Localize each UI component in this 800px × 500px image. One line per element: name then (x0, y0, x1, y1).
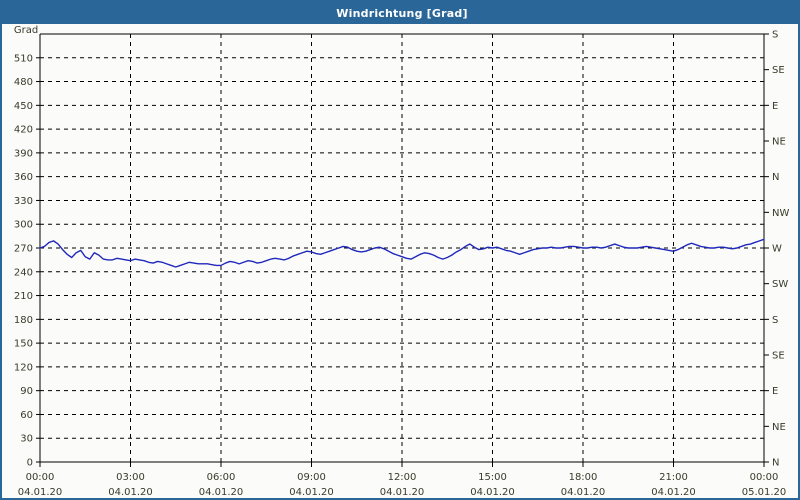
right-axis-tick-label: SE (772, 351, 785, 362)
x-axis-time-label: 06:00 (207, 472, 236, 483)
window-title-bar: Windrichtung [Grad] (2, 2, 798, 24)
x-axis-date-label: 04.01.20 (18, 487, 63, 498)
x-axis-time-label: 09:00 (297, 472, 326, 483)
x-axis-date-label: 04.01.20 (651, 487, 696, 498)
y-axis-tick-label: 120 (14, 362, 33, 373)
right-axis-ticks (764, 33, 769, 463)
x-axis-time-label: 00:00 (750, 472, 779, 483)
x-axis-date-label: 04.01.20 (470, 487, 515, 498)
page-title: Windrichtung [Grad] (336, 6, 468, 20)
right-axis-tick-label: N (772, 458, 779, 469)
right-axis-tick-label: W (772, 244, 782, 255)
x-axis-time-label: 12:00 (388, 472, 417, 483)
y-axis-tick-label: 60 (20, 410, 33, 421)
x-axis-time-label: 21:00 (659, 472, 688, 483)
y-axis-unit-label: Grad (14, 25, 38, 36)
x-axis-labels: 00:00 04.01.20 03:00 04.01.20 06:00 04.01.20 0… (18, 472, 787, 498)
y-axis-tick-label: 390 (14, 148, 33, 159)
right-axis-tick-label: E (772, 101, 778, 112)
data-series-group (39, 238, 765, 268)
right-axis-tick-label: NE (772, 422, 786, 433)
y-axis-tick-label: 480 (14, 77, 33, 88)
x-axis-date-label: 05.01.20 (742, 487, 787, 498)
x-axis-date-label: 04.01.20 (108, 487, 153, 498)
y-axis-tick-label: 270 (14, 244, 33, 255)
y-axis-unit-label-text: Grad (14, 25, 38, 36)
chart-svg: 0 30 60 90 120 150 180 210 240 270 300 330 360 390 420… (14, 25, 790, 498)
y-axis-ticks (36, 57, 40, 463)
right-axis-tick-label: N (772, 172, 779, 183)
y-axis-tick-label: 510 (14, 53, 33, 64)
y-axis-labels: 0 30 60 90 120 150 180 210 240 270 300 330 360 390 420… (14, 53, 33, 468)
right-axis-tick-label: NW (772, 208, 789, 219)
y-axis-tick-label: 90 (20, 386, 33, 397)
y-axis-tick-label: 30 (20, 434, 33, 445)
x-axis-date-label: 04.01.20 (380, 487, 425, 498)
y-axis-tick-label: 180 (14, 315, 33, 326)
y-axis-tick-label: 0 (27, 458, 33, 469)
y-axis-tick-label: 240 (14, 267, 33, 278)
y-axis-tick-label: 330 (14, 196, 33, 207)
right-axis-tick-label: NE (772, 137, 786, 148)
data-series-line (39, 238, 765, 268)
x-axis-date-label: 04.01.20 (199, 487, 244, 498)
right-axis-tick-label: SE (772, 65, 785, 76)
right-axis-tick-label: SW (772, 279, 788, 290)
chart-canvas: 0 30 60 90 120 150 180 210 240 270 300 330 360 390 420… (2, 24, 798, 498)
x-axis-time-label: 00:00 (26, 472, 55, 483)
x-axis-ticks (39, 462, 765, 467)
y-axis-tick-label: 210 (14, 291, 33, 302)
x-axis-date-label: 04.01.20 (289, 487, 334, 498)
x-axis-time-label: 03:00 (116, 472, 145, 483)
y-axis-tick-label: 300 (14, 220, 33, 231)
right-axis-tick-label: S (772, 315, 778, 326)
x-axis-time-label: 15:00 (478, 472, 507, 483)
y-axis-tick-label: 150 (14, 339, 33, 350)
right-axis-labels: N NE E SE S SW W NW N NE E SE S (772, 30, 789, 469)
y-axis-tick-label: 420 (14, 125, 33, 136)
horizontal-gridlines (40, 57, 764, 439)
right-axis-tick-label: E (772, 386, 778, 397)
x-axis-time-label: 18:00 (569, 472, 598, 483)
y-axis-tick-label: 360 (14, 172, 33, 183)
right-axis-tick-label: S (772, 30, 778, 41)
x-axis-date-label: 04.01.20 (561, 487, 606, 498)
y-axis-tick-label: 450 (14, 101, 33, 112)
